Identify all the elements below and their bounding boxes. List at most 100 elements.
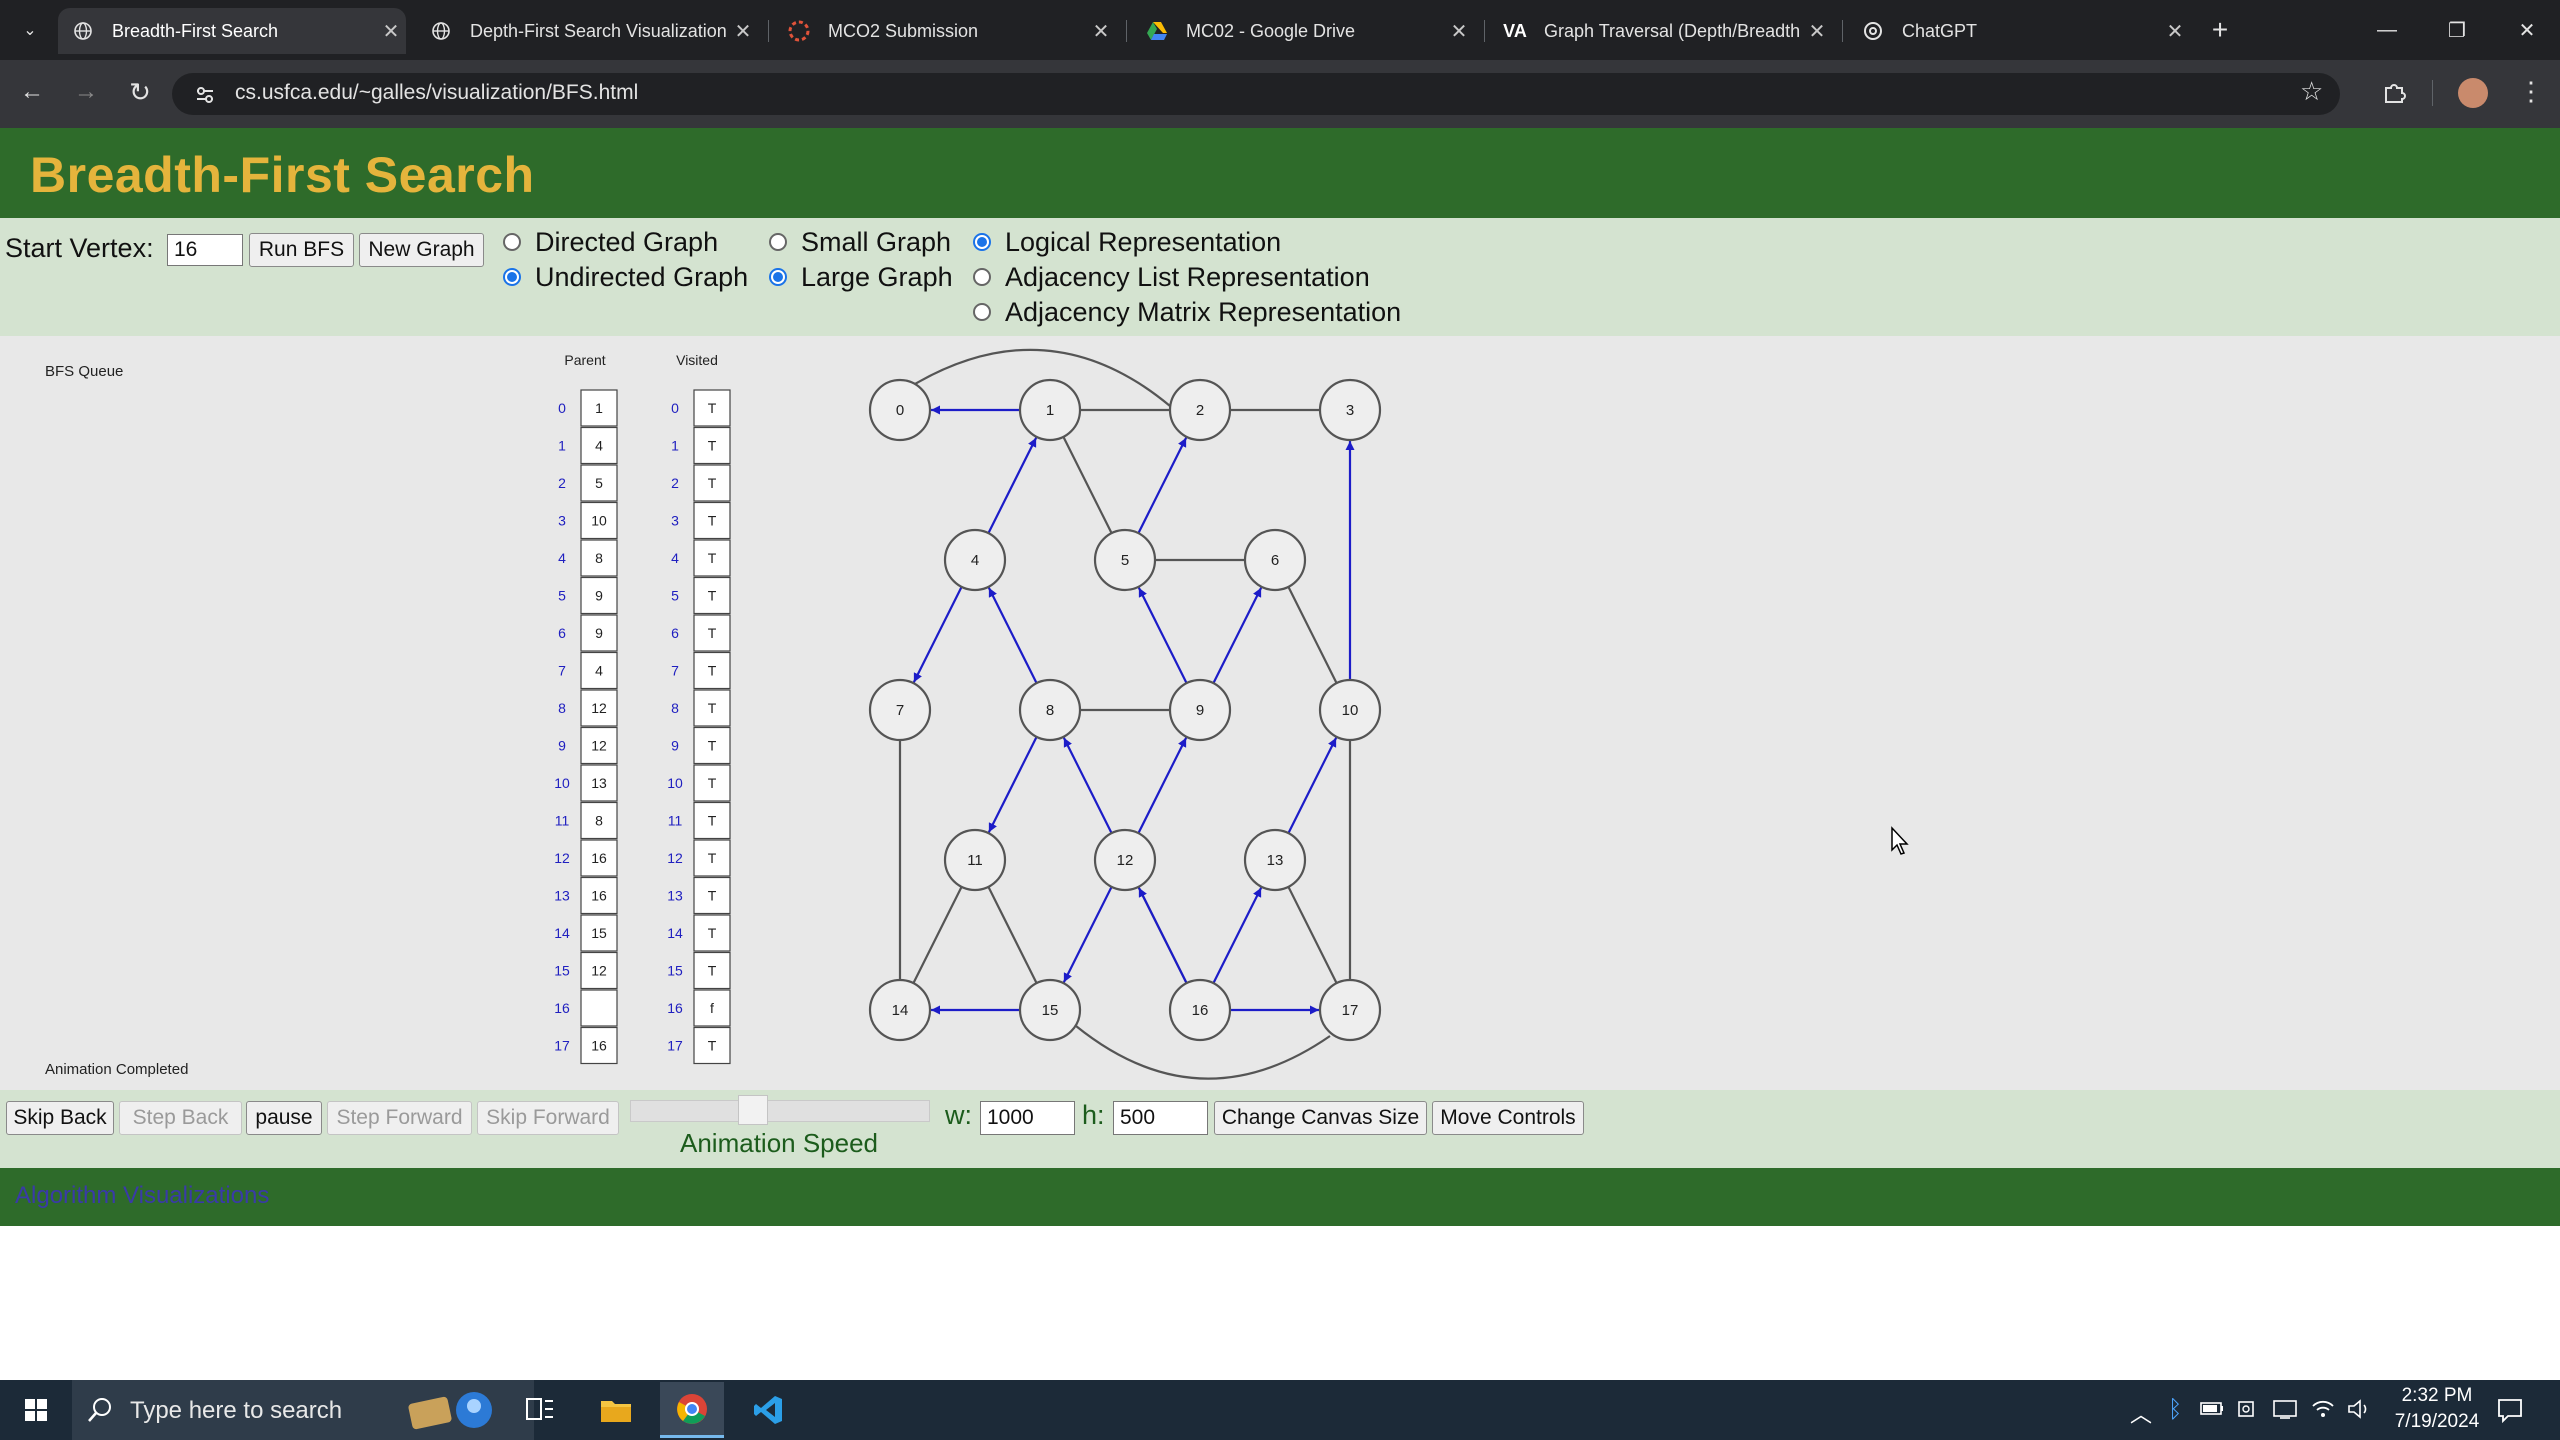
directed-graph-radio[interactable] [503, 233, 521, 251]
graph-vertex: 4 [943, 528, 1007, 592]
close-icon[interactable]: ✕ [734, 20, 752, 43]
visited-cell [693, 689, 731, 727]
tab-depth-first-search[interactable]: Depth-First Search Visualization ✕ [416, 8, 758, 54]
visited-cell [693, 801, 731, 840]
canvas-height-input[interactable]: 500 [1113, 1101, 1208, 1135]
back-icon[interactable]: ← [20, 78, 44, 105]
graph-vertex: 1 [1018, 378, 1082, 442]
skip-back-button[interactable]: Skip Back [6, 1101, 114, 1135]
vscode-icon[interactable] [736, 1382, 800, 1438]
large-graph-radio[interactable] [769, 268, 787, 286]
tab-mco2-submission[interactable]: MCO2 Submission ✕ [774, 8, 1116, 54]
algorithm-visualizations-link[interactable]: Algorithm Visualizations [15, 1182, 270, 1209]
volume-icon[interactable] [2346, 1398, 2372, 1420]
visited-cell [693, 914, 731, 952]
step-back-button[interactable]: Step Back [119, 1101, 242, 1135]
visited-value: T [708, 775, 717, 791]
close-window-icon[interactable]: ✕ [2518, 19, 2536, 42]
clock-date[interactable]: 7/19/2024 [2394, 1411, 2480, 1432]
meet-now-icon[interactable] [2236, 1398, 2260, 1420]
start-vertex-input[interactable]: 16 [167, 234, 243, 266]
visited-value: T [708, 925, 717, 941]
tab-google-drive[interactable]: MC02 - Google Drive ✕ [1132, 8, 1474, 54]
change-canvas-size-button[interactable]: Change Canvas Size [1214, 1101, 1427, 1135]
bookmark-star-icon[interactable]: ☆ [2300, 76, 2324, 106]
visited-cell [693, 764, 731, 802]
tab-search-button[interactable]: ⌄ [23, 22, 37, 39]
forward-icon[interactable]: → [74, 78, 98, 105]
small-graph-radio[interactable] [769, 233, 787, 251]
canvas-width-input[interactable]: 1000 [980, 1101, 1075, 1135]
visited-cell [693, 426, 731, 465]
page-title: Breadth-First Search [30, 147, 535, 203]
vertex-circle [1168, 378, 1232, 442]
tab-breadth-first-search[interactable]: Breadth-First Search ✕ [58, 8, 406, 54]
parent-index-label: 15 [554, 963, 570, 979]
step-forward-button[interactable]: Step Forward [327, 1101, 472, 1135]
file-explorer-icon[interactable] [584, 1382, 648, 1438]
chrome-taskbar-icon[interactable] [660, 1382, 724, 1438]
close-icon[interactable]: ✕ [2166, 20, 2184, 43]
skip-forward-button[interactable]: Skip Forward [477, 1101, 619, 1135]
close-icon[interactable]: ✕ [1092, 20, 1110, 43]
url-text[interactable]: cs.usfca.edu/~galles/visualization/BFS.h… [235, 81, 639, 104]
notifications-icon[interactable] [2496, 1396, 2524, 1424]
parent-cell [580, 914, 618, 952]
show-hidden-icons-chevron-icon[interactable]: ︿ [2130, 1402, 2153, 1427]
profile-avatar[interactable] [2458, 78, 2488, 108]
logical-representation-radio[interactable] [973, 233, 991, 251]
extensions-icon[interactable] [2380, 78, 2408, 106]
reload-icon[interactable]: ↻ [129, 76, 151, 107]
pause-button[interactable]: pause [246, 1101, 322, 1135]
vertex-label: 4 [971, 552, 979, 569]
vertex-label: 5 [1121, 552, 1129, 569]
task-view-icon[interactable] [508, 1382, 572, 1438]
visited-value: T [708, 663, 717, 679]
vertex-label: 17 [1342, 1002, 1359, 1019]
parent-cell [580, 1026, 618, 1065]
minimize-icon[interactable]: — [2377, 18, 2397, 41]
vertex-label: 16 [1192, 1002, 1209, 1019]
parent-value: 16 [591, 850, 607, 866]
address-bar[interactable] [172, 73, 2340, 115]
animation-speed-slider-track[interactable] [630, 1100, 930, 1122]
undirected-graph-radio[interactable] [503, 268, 521, 286]
parent-cell [580, 464, 618, 502]
parent-value: 16 [591, 888, 607, 904]
graph-edge [1287, 586, 1338, 684]
site-info-icon[interactable] [192, 82, 218, 108]
width-label: w: [945, 1100, 972, 1130]
move-controls-button[interactable]: Move Controls [1432, 1101, 1584, 1135]
graph-edges [898, 348, 1355, 1080]
visited-index-label: 9 [671, 738, 679, 754]
run-bfs-button[interactable]: Run BFS [249, 233, 354, 267]
visited-cell [693, 539, 731, 577]
battery-icon[interactable] [2200, 1400, 2224, 1416]
tab-chatgpt[interactable]: ChatGPT ✕ [1848, 8, 2190, 54]
animation-speed-slider-handle[interactable] [738, 1095, 768, 1125]
new-tab-button[interactable]: + [2211, 14, 2229, 45]
visited-index-label: 4 [671, 550, 679, 566]
restore-icon[interactable]: ❐ [2448, 19, 2466, 42]
bluetooth-icon[interactable]: ᛒ [2168, 1396, 2183, 1423]
wifi-icon[interactable] [2310, 1398, 2336, 1420]
new-graph-button[interactable]: New Graph [359, 233, 484, 267]
parent-value: 12 [591, 738, 607, 754]
menu-icon[interactable]: ⋮ [2518, 76, 2544, 106]
display-icon[interactable] [2272, 1398, 2298, 1420]
vertex-label: 15 [1042, 1002, 1059, 1019]
logical-representation-label: Logical Representation [1005, 227, 1282, 257]
tab-separator [1126, 20, 1127, 42]
close-icon[interactable]: ✕ [1808, 20, 1826, 43]
tab-graph-traversal[interactable]: VA Graph Traversal (Depth/Breadth ✕ [1490, 8, 1832, 54]
windows-start-icon[interactable] [4, 1382, 68, 1438]
clock-time[interactable]: 2:32 PM [2401, 1385, 2473, 1406]
adjacency-matrix-radio[interactable] [973, 303, 991, 321]
close-icon[interactable]: ✕ [1450, 20, 1468, 43]
close-icon[interactable]: ✕ [382, 20, 400, 43]
search-icon [86, 1396, 114, 1424]
graph-vertex: 6 [1243, 528, 1307, 592]
divider [2432, 80, 2433, 106]
adjacency-list-radio[interactable] [973, 268, 991, 286]
parent-index-label: 16 [554, 1000, 570, 1016]
